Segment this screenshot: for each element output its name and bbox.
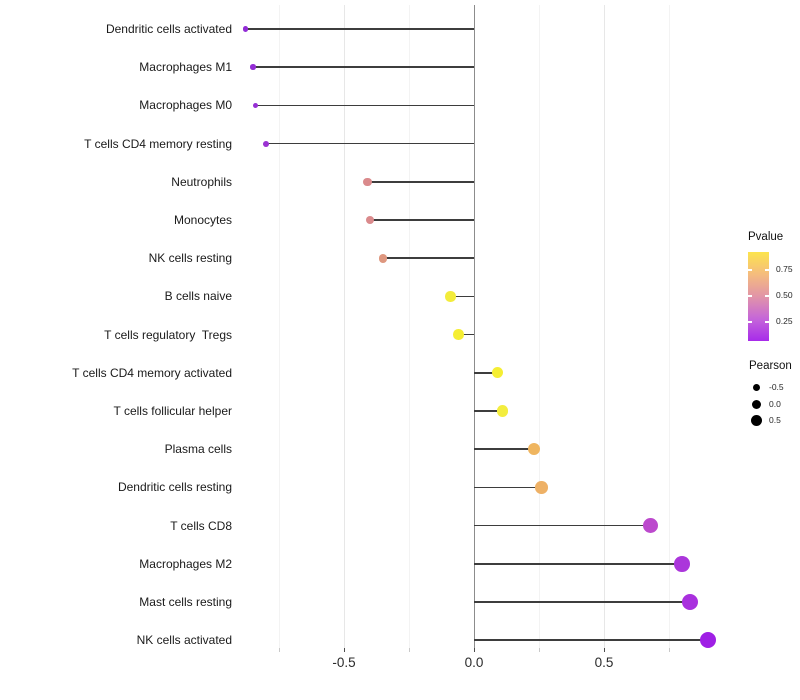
pearson-legend-title: Pearson (749, 360, 792, 372)
lollipop-dot (250, 64, 256, 70)
gridline-minor (539, 5, 540, 648)
gradient-tick (765, 321, 769, 323)
lollipop-segment (474, 639, 708, 641)
category-label: Dendritic cells resting (117, 480, 232, 495)
lollipop-segment (266, 142, 474, 145)
category-label: Mast cells resting (139, 595, 232, 609)
gridline-minor (669, 5, 670, 648)
lollipop-dot (491, 367, 504, 379)
category-label: T cells regulatory Tregs (104, 327, 232, 342)
pearson-size-label: 0.0 (769, 399, 781, 409)
lollipop-dot (453, 329, 464, 340)
lollipop-segment (474, 372, 498, 374)
x-axis-minor-tick (669, 648, 670, 652)
lollipop-dot (527, 443, 540, 456)
category-label: T cells CD8 (170, 518, 232, 533)
x-axis-minor-tick (279, 648, 280, 652)
gridline-major (344, 5, 345, 648)
lollipop-segment (474, 563, 682, 565)
category-label: T cells CD4 memory resting (84, 136, 232, 151)
category-label: Macrophages M1 (139, 60, 232, 75)
category-label: Macrophages M2 (139, 556, 232, 571)
lollipop-dot (535, 481, 548, 494)
category-label: Monocytes (173, 213, 232, 227)
lollipop-segment (458, 333, 474, 336)
category-label: T cells follicular helper (113, 404, 233, 418)
x-axis-tick (474, 648, 475, 652)
lollipop-segment (474, 524, 651, 527)
lollipop-segment (255, 104, 474, 107)
x-axis-tick-label: 0.0 (464, 655, 484, 670)
pvalue-tick-label: 0.75 (776, 264, 793, 274)
gridline-minor (409, 5, 410, 648)
lollipop-segment (474, 601, 690, 603)
lollipop-segment (370, 219, 474, 221)
lollipop-segment (474, 448, 534, 450)
category-label: B cells naive (164, 289, 232, 304)
lollipop-dot (365, 215, 375, 225)
lollipop-segment (450, 295, 474, 298)
category-label: Neutrophils (171, 174, 232, 189)
lollipop-segment (383, 257, 474, 259)
x-axis-tick-label: 0.5 (594, 655, 614, 670)
lollipop-dot (378, 253, 388, 263)
gridline-minor (279, 5, 280, 648)
pearson-size-dot (752, 383, 760, 391)
lollipop-dot (252, 102, 259, 109)
category-label: Plasma cells (164, 442, 232, 457)
pearson-size-dot (751, 399, 761, 409)
x-axis-tick (604, 648, 605, 652)
category-label: Dendritic cells activated (105, 22, 232, 36)
gradient-tick (765, 269, 769, 271)
x-axis-tick (344, 648, 345, 652)
lollipop-dot (363, 177, 372, 186)
pearson-size-label: -0.5 (769, 382, 784, 392)
lollipop-segment (245, 28, 474, 30)
x-axis-tick-label: -0.5 (332, 655, 356, 670)
category-label: Macrophages M0 (139, 98, 232, 113)
lollipop-dot (445, 291, 456, 302)
lollipop-segment (474, 410, 503, 412)
lollipop-segment (474, 486, 542, 489)
lollipop-dot (699, 632, 717, 649)
gradient-tick (748, 269, 752, 271)
pearson-size-dot (750, 414, 762, 426)
x-axis-minor-tick (539, 648, 540, 652)
zero-baseline (474, 5, 475, 650)
lollipop-dot (643, 518, 659, 534)
gradient-tick (748, 295, 752, 297)
pvalue-gradient-bar (748, 252, 769, 341)
lollipop-dot (681, 594, 698, 610)
category-label: NK cells activated (136, 633, 232, 648)
pvalue-tick-label: 0.50 (776, 290, 793, 300)
lollipop-segment (253, 66, 474, 68)
lollipop-dot (263, 140, 269, 147)
pvalue-legend-title: Pvalue (748, 231, 784, 243)
gradient-tick (765, 295, 769, 297)
category-label: T cells CD4 memory activated (72, 365, 232, 380)
pvalue-tick-label: 0.25 (776, 316, 793, 326)
lollipop-dot (674, 555, 690, 572)
lollipop-dot (242, 26, 248, 32)
category-label: NK cells resting (148, 251, 232, 266)
gridline-major (604, 5, 605, 648)
pearson-size-label: 0.5 (769, 415, 781, 425)
x-axis-minor-tick (409, 648, 410, 652)
lollipop-dot (496, 405, 509, 417)
lollipop-segment (367, 181, 474, 183)
gradient-tick (748, 321, 752, 323)
